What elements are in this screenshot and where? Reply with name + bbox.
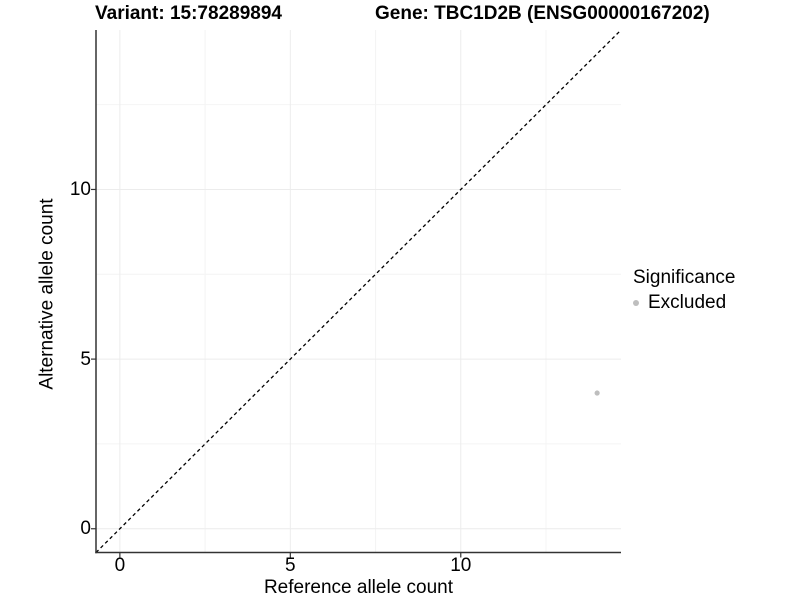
legend: Significance Excluded <box>633 268 735 312</box>
gene-title: Gene: TBC1D2B (ENSG00000167202) <box>375 3 710 24</box>
variant-title: Variant: 15:78289894 <box>95 3 282 24</box>
y-tick-label: 0 <box>80 518 91 540</box>
identity-line <box>95 29 622 553</box>
legend-entry: Excluded <box>633 293 735 312</box>
legend-entry-label: Excluded <box>648 292 727 313</box>
y-tick-label: 10 <box>69 178 91 200</box>
data-point <box>594 390 600 396</box>
x-tick-label: 0 <box>114 555 126 576</box>
legend-point-icon <box>633 299 639 306</box>
x-axis-title: Reference allele count <box>263 577 454 598</box>
legend-title: Significance <box>633 267 736 288</box>
x-tick-label: 5 <box>285 555 296 576</box>
x-tick-label: 10 <box>450 555 472 576</box>
y-tick-label: 5 <box>80 348 91 370</box>
